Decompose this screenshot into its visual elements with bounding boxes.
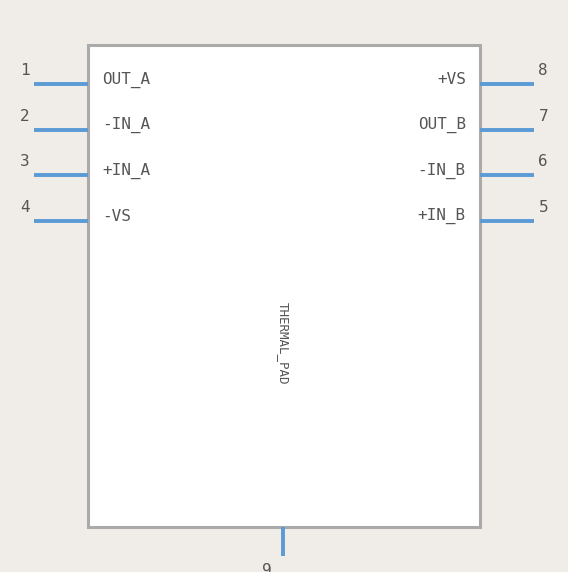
Text: 1: 1 [20, 63, 30, 78]
Text: 7: 7 [538, 109, 548, 124]
Text: +IN_A: +IN_A [102, 162, 151, 179]
Text: -IN_B: -IN_B [417, 162, 466, 179]
Text: -VS: -VS [102, 209, 131, 224]
Text: +IN_B: +IN_B [417, 208, 466, 224]
Text: OUT_B: OUT_B [417, 117, 466, 133]
Text: 4: 4 [20, 200, 30, 214]
Text: 3: 3 [20, 154, 30, 169]
Bar [88, 45, 480, 527]
Text: OUT_A: OUT_A [102, 72, 151, 88]
Text: 6: 6 [538, 154, 548, 169]
Text: -IN_A: -IN_A [102, 117, 151, 133]
Text: 5: 5 [538, 200, 548, 214]
Text: 2: 2 [20, 109, 30, 124]
Text: +VS: +VS [437, 72, 466, 88]
Text: 8: 8 [538, 63, 548, 78]
Text: THERMAL_PAD: THERMAL_PAD [277, 301, 290, 384]
Text: 9: 9 [262, 563, 271, 572]
